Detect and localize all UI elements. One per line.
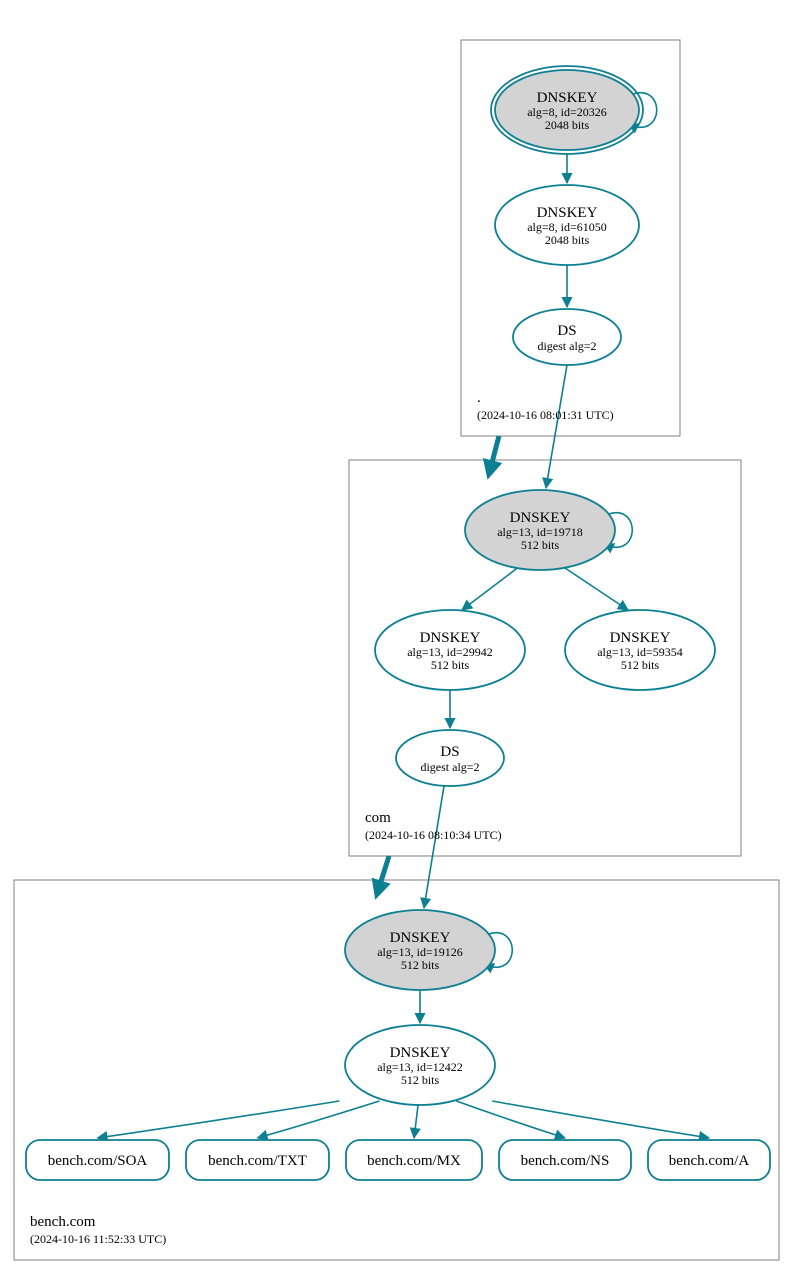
record-mx: bench.com/MX: [346, 1140, 482, 1180]
zone-root-timestamp: (2024-10-16 08:01:31 UTC): [477, 408, 614, 422]
record-a-label: bench.com/A: [669, 1153, 750, 1169]
edge-benchzsk-a: [492, 1101, 709, 1138]
edge-benchzsk-txt: [258, 1101, 380, 1138]
edge-benchzsk-soa: [98, 1101, 340, 1138]
node-root_ksk-line2: alg=8, id=20326: [527, 105, 607, 119]
node-com_zsk2-line2: alg=13, id=59354: [597, 645, 683, 659]
node-bench_zsk: DNSKEYalg=13, id=12422512 bits: [345, 1025, 495, 1105]
node-com_zsk1-line3: 512 bits: [431, 658, 470, 672]
node-bench_ksk-line2: alg=13, id=19126: [377, 945, 463, 959]
edge-benchzsk-ns: [456, 1101, 565, 1138]
node-com_zsk1: DNSKEYalg=13, id=29942512 bits: [375, 610, 525, 690]
node-bench_ksk: DNSKEYalg=13, id=19126512 bits: [345, 910, 495, 990]
node-bench_zsk-title: DNSKEY: [390, 1045, 451, 1061]
edge-zone-com-bench: [377, 856, 389, 894]
node-root_ksk-title: DNSKEY: [537, 90, 598, 106]
record-a: bench.com/A: [648, 1140, 770, 1180]
edge-rootds-comksk: [546, 365, 567, 488]
edge-benchzsk-mx: [414, 1101, 419, 1138]
node-root_ds-line2: digest alg=2: [537, 339, 596, 353]
edge-comksk-zsk2: [562, 566, 628, 610]
node-com_ds: DSdigest alg=2: [396, 730, 504, 786]
node-com_zsk2-title: DNSKEY: [610, 630, 671, 646]
record-txt-label: bench.com/TXT: [208, 1153, 307, 1169]
node-bench_ksk-line3: 512 bits: [401, 958, 440, 972]
node-com_ksk-line3: 512 bits: [521, 538, 560, 552]
node-root_zsk-line2: alg=8, id=61050: [527, 220, 607, 234]
edge-comksk-zsk1: [462, 566, 520, 610]
record-ns: bench.com/NS: [499, 1140, 631, 1180]
node-com_ksk-title: DNSKEY: [510, 510, 571, 526]
node-com_zsk2-line3: 512 bits: [621, 658, 660, 672]
zone-bench-timestamp: (2024-10-16 11:52:33 UTC): [30, 1232, 166, 1246]
edge-comds-benchksk: [424, 786, 444, 908]
node-root_zsk-title: DNSKEY: [537, 205, 598, 221]
node-root_ksk-line3: 2048 bits: [545, 118, 590, 132]
node-com_zsk2: DNSKEYalg=13, id=59354512 bits: [565, 610, 715, 690]
zone-root-label: .: [477, 390, 481, 406]
zone-com-timestamp: (2024-10-16 08:10:34 UTC): [365, 828, 502, 842]
node-bench_ksk-title: DNSKEY: [390, 930, 451, 946]
edge-zone-root-com: [489, 436, 499, 474]
zone-bench-label: bench.com: [30, 1214, 96, 1230]
node-com_zsk1-line2: alg=13, id=29942: [407, 645, 493, 659]
record-soa-label: bench.com/SOA: [48, 1153, 148, 1169]
node-com_ksk: DNSKEYalg=13, id=19718512 bits: [465, 490, 615, 570]
node-root_ksk: DNSKEYalg=8, id=203262048 bits: [491, 66, 643, 154]
node-com_ksk-line2: alg=13, id=19718: [497, 525, 583, 539]
node-root_zsk: DNSKEYalg=8, id=610502048 bits: [495, 185, 639, 265]
node-root_zsk-line3: 2048 bits: [545, 233, 590, 247]
node-bench_zsk-line2: alg=13, id=12422: [377, 1060, 463, 1074]
record-ns-label: bench.com/NS: [521, 1153, 610, 1169]
node-com_ds-title: DS: [440, 744, 459, 760]
node-bench_zsk-line3: 512 bits: [401, 1073, 440, 1087]
node-root_ds: DSdigest alg=2: [513, 309, 621, 365]
record-mx-label: bench.com/MX: [367, 1153, 461, 1169]
record-txt: bench.com/TXT: [186, 1140, 329, 1180]
node-com_ds-line2: digest alg=2: [420, 760, 479, 774]
node-com_zsk1-title: DNSKEY: [420, 630, 481, 646]
zone-com-label: com: [365, 810, 391, 826]
node-root_ds-title: DS: [557, 323, 576, 339]
record-soa: bench.com/SOA: [26, 1140, 169, 1180]
